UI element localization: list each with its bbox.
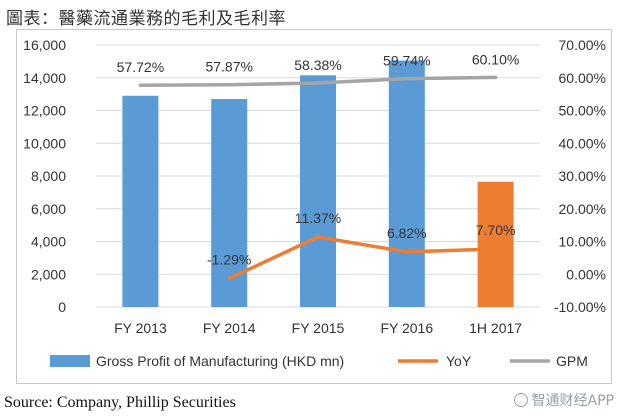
category-label: FY 2016 [380,320,433,336]
right-tick-label: 40.00% [559,135,606,151]
yoy-line [227,235,498,281]
left-tick-label: 4,000 [31,234,66,250]
yoy-data-label: -1.29% [207,251,251,267]
left-tick-label: 8,000 [31,168,66,184]
gpm-data-label: 58.38% [294,57,341,73]
bar [477,181,514,307]
watermark: 智通财经APP [513,390,614,410]
line-layer [138,75,498,281]
gpm-data-label: 59.74% [383,53,430,69]
chart-title: 圖表：醫藥流通業務的毛利及毛利率 [6,9,286,29]
right-tick-label: 30.00% [559,168,606,184]
right-tick-label: 70.00% [559,37,606,53]
bar [300,75,336,307]
gpm-line [138,75,498,87]
legend-layer: Gross Profit of Manufacturing (HKD mn) Yo… [50,353,588,369]
chart-frame [16,29,612,384]
left-tick-label: 14,000 [23,70,66,86]
bar-layer [122,60,514,308]
bar [211,99,248,307]
right-tick-label: 10.00% [559,234,606,250]
right-tick-label: 60.00% [559,70,606,86]
category-label: 1H 2017 [469,320,522,336]
bar [122,95,159,307]
gpm-data-label: 60.10% [472,51,519,67]
gpm-data-label: 57.87% [205,59,252,75]
left-tick-label: 12,000 [23,103,66,119]
source-note: Source: Company, Phillip Securities [4,394,236,411]
legend-swatch-bar [50,355,90,367]
yoy-data-label: 6.82% [387,225,427,241]
left-tick-label: 16,000 [23,37,66,53]
legend-label: YoY [446,353,472,369]
yoy-data-label: 7.70% [476,222,516,238]
right-tick-label: 20.00% [559,201,606,217]
watermark-icon [513,393,528,407]
right-tick-label: 50.00% [559,103,606,119]
label-layer: 57.72% 57.87% 58.38% 59.74% 60.10% -1.29% 11.3… [117,51,520,267]
bar [388,60,425,308]
left-tick-label: 10,000 [23,135,66,151]
yoy-data-label: 11.37% [295,210,341,226]
left-tick-label: 2,000 [31,266,66,282]
left-tick-label: 0 [58,299,66,315]
category-label: FY 2013 [114,320,167,336]
left-tick-label: 6,000 [31,201,66,217]
category-label: FY 2014 [203,320,256,336]
watermark-text: 智通财经APP [531,393,614,409]
category-label: FY 2015 [292,320,345,336]
legend-label: GPM [556,353,588,369]
right-tick-label: 0.00% [566,266,606,282]
right-tick-label: -10.00% [554,299,606,315]
gpm-data-label: 57.72% [117,59,164,75]
axis-layer: 0 2,000 4,000 6,000 8,000 10,000 12,000 14,000 1… [23,37,606,336]
legend-label: Gross Profit of Manufacturing (HKD mn) [96,353,344,369]
